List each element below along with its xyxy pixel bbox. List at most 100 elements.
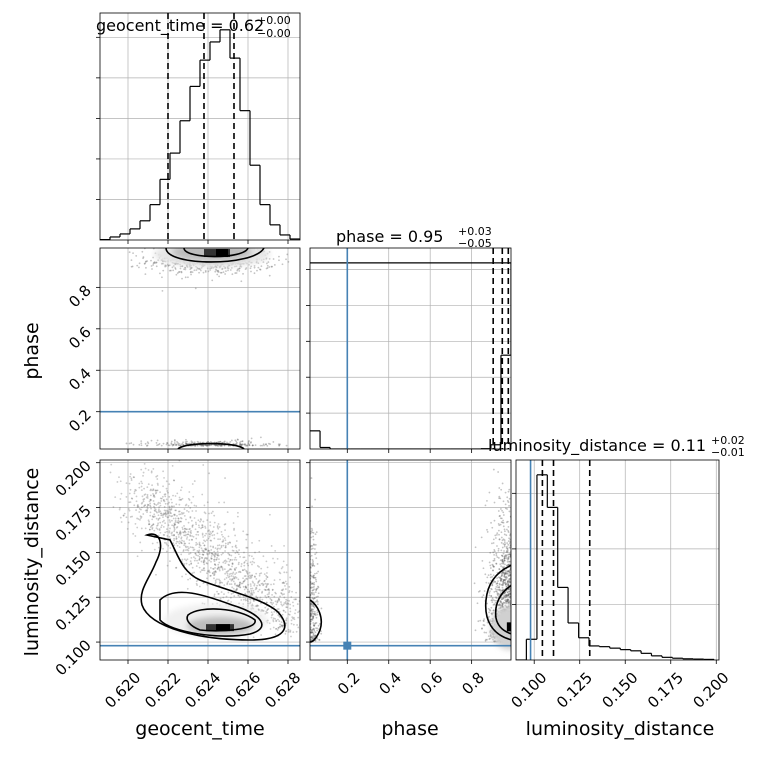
scatter-point-20 — [257, 604, 260, 607]
scatter-point-20 — [155, 510, 158, 513]
scatter-point-20 — [187, 521, 190, 524]
scatter-point-21 — [507, 570, 510, 573]
scatter-point-20 — [221, 552, 224, 555]
scatter-point-21 — [490, 521, 492, 524]
scatter-point-10 — [234, 439, 237, 442]
scatter-point-20 — [164, 502, 167, 505]
scatter-point-20 — [125, 482, 128, 485]
scatter-point-20 — [132, 532, 135, 535]
scatter-point-21 — [500, 574, 503, 577]
scatter-point-20 — [179, 533, 182, 536]
scatter-point-20 — [186, 545, 189, 548]
scatter-point-20 — [127, 508, 130, 510]
scatter-point-21 — [314, 634, 317, 637]
scatter-point-20 — [239, 581, 241, 584]
scatter-point-20 — [289, 610, 292, 613]
scatter-point-20 — [294, 609, 297, 611]
scatter-point-20 — [273, 579, 276, 582]
scatter-point-10 — [177, 442, 179, 444]
scatter-point-21 — [505, 557, 508, 560]
scatter-point-20 — [210, 560, 212, 563]
xlabel-geocent-time: geocent_time — [135, 718, 264, 740]
scatter-point-10 — [184, 268, 187, 271]
ytick-label-10-0: 0.2 — [65, 406, 95, 436]
scatter-point-10 — [182, 441, 184, 444]
scatter-point-20 — [224, 544, 227, 547]
scatter-point-21 — [317, 586, 320, 589]
scatter-point-10 — [190, 267, 193, 270]
scatter-point-10 — [198, 268, 200, 270]
scatter-point-20 — [202, 553, 205, 556]
xtick-label-21-0: 0.2 — [334, 669, 364, 699]
scatter-point-20 — [206, 572, 208, 575]
scatter-point-10 — [180, 270, 183, 273]
scatter-point-20 — [214, 579, 217, 582]
scatter-point-10 — [219, 440, 222, 443]
scatter-point-10 — [230, 439, 233, 442]
scatter-point-10 — [145, 266, 147, 269]
scatter-point-20 — [223, 593, 225, 596]
scatter-point-21 — [316, 613, 319, 616]
scatter-point-21 — [504, 582, 507, 585]
scatter-point-20 — [244, 586, 247, 589]
scatter-point-20 — [218, 558, 220, 561]
scatter-point-10 — [260, 265, 263, 268]
scatter-point-10 — [140, 444, 143, 447]
scatter-point-21 — [482, 620, 485, 622]
scatter-point-21 — [486, 602, 489, 605]
scatter-point-21 — [498, 586, 501, 589]
scatter-point-20 — [160, 514, 163, 517]
scatter-point-21 — [504, 570, 507, 572]
scatter-point-21 — [503, 574, 506, 576]
scatter-point-20 — [238, 584, 240, 587]
scatter-point-20 — [173, 534, 176, 537]
scatter-point-20 — [153, 529, 156, 532]
scatter-point-10 — [144, 262, 146, 265]
scatter-point-20 — [221, 533, 223, 536]
scatter-point-21 — [492, 564, 494, 567]
scatter-point-10 — [170, 442, 173, 445]
scatter-point-10 — [132, 252, 134, 254]
scatter-point-20 — [123, 512, 126, 515]
scatter-point-21 — [496, 588, 498, 591]
scatter-point-21 — [311, 631, 314, 634]
scatter-point-21 — [502, 521, 505, 524]
scatter-point-20 — [207, 549, 210, 552]
scatter-point-20 — [231, 549, 234, 552]
scatter-point-20 — [215, 571, 217, 574]
scatter-point-20 — [146, 493, 149, 496]
scatter-point-20 — [204, 548, 207, 551]
scatter-point-20 — [97, 495, 99, 497]
scatter-point-20 — [231, 565, 233, 568]
scatter-point-10 — [278, 444, 281, 447]
scatter-point-20 — [307, 617, 309, 619]
title-luminosity-distance-minus: −0.01 — [711, 446, 745, 459]
scatter-point-21 — [488, 615, 490, 618]
scatter-point-21 — [312, 616, 315, 619]
scatter-point-20 — [249, 594, 251, 597]
scatter-point-21 — [316, 629, 319, 632]
scatter-point-21 — [500, 572, 503, 575]
scatter-point-10 — [209, 269, 212, 271]
scatter-point-21 — [502, 579, 505, 582]
scatter-point-21 — [494, 534, 497, 537]
scatter-point-21 — [502, 571, 505, 574]
scatter-point-10 — [240, 265, 243, 268]
scatter-point-10 — [196, 440, 199, 443]
frame-phase-vs-distance — [309, 459, 512, 661]
scatter-point-21 — [310, 608, 313, 610]
scatter-point-10 — [207, 270, 210, 273]
scatter-point-20 — [206, 562, 209, 565]
scatter-point-21 — [311, 631, 314, 634]
scatter-point-20 — [180, 542, 183, 544]
scatter-point-10 — [250, 265, 253, 268]
scatter-point-20 — [226, 572, 229, 575]
contour-20-outer — [140, 533, 286, 641]
scatter-point-10 — [140, 442, 143, 445]
scatter-point-21 — [493, 590, 496, 593]
scatter-point-10 — [215, 444, 218, 447]
scatter-point-21 — [506, 599, 509, 602]
scatter-point-20 — [232, 575, 235, 578]
scatter-point-20 — [202, 569, 204, 571]
